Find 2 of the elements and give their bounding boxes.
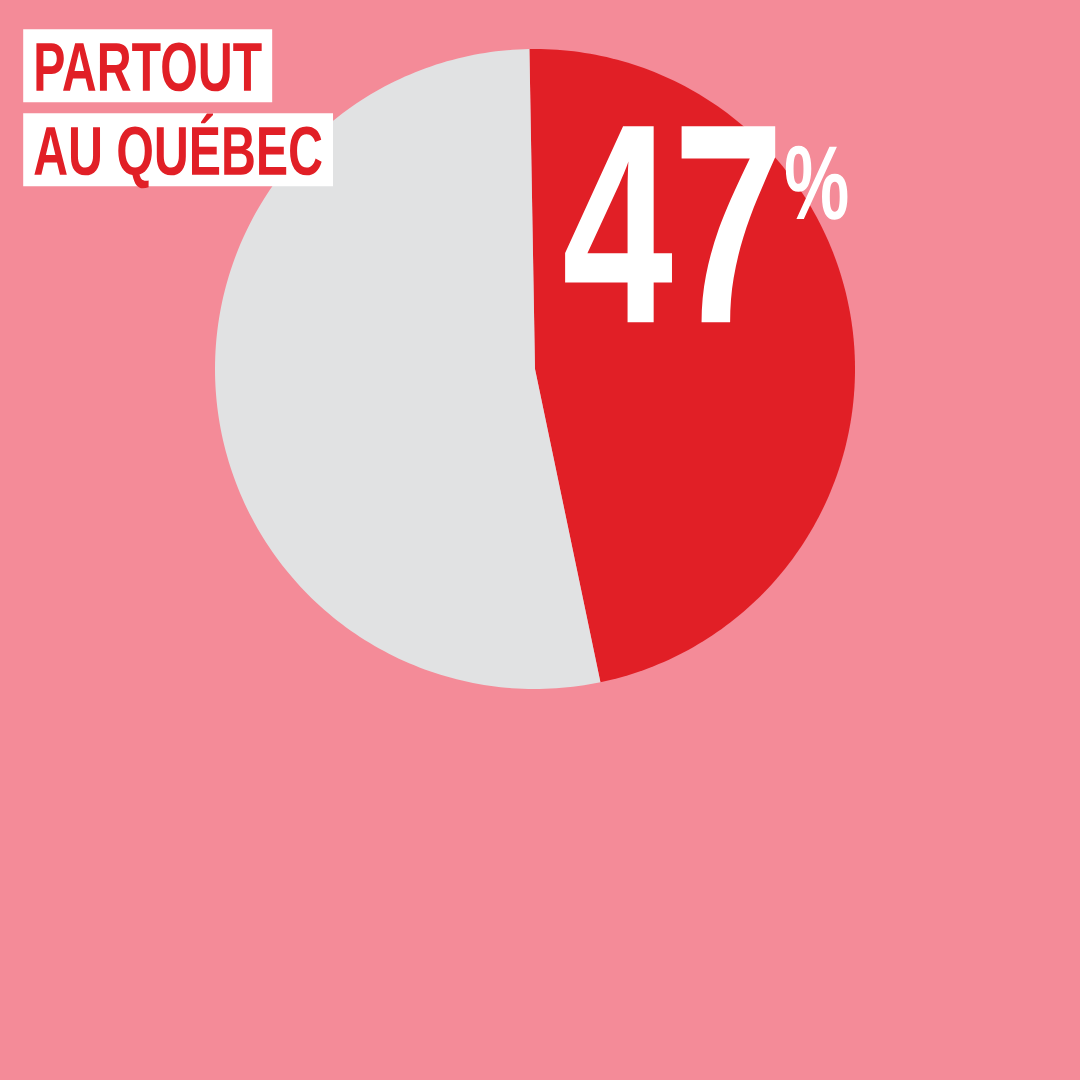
text: AU QUÉBEC — [34, 113, 322, 189]
chart-title: PARTOUT — [36, 42, 262, 92]
